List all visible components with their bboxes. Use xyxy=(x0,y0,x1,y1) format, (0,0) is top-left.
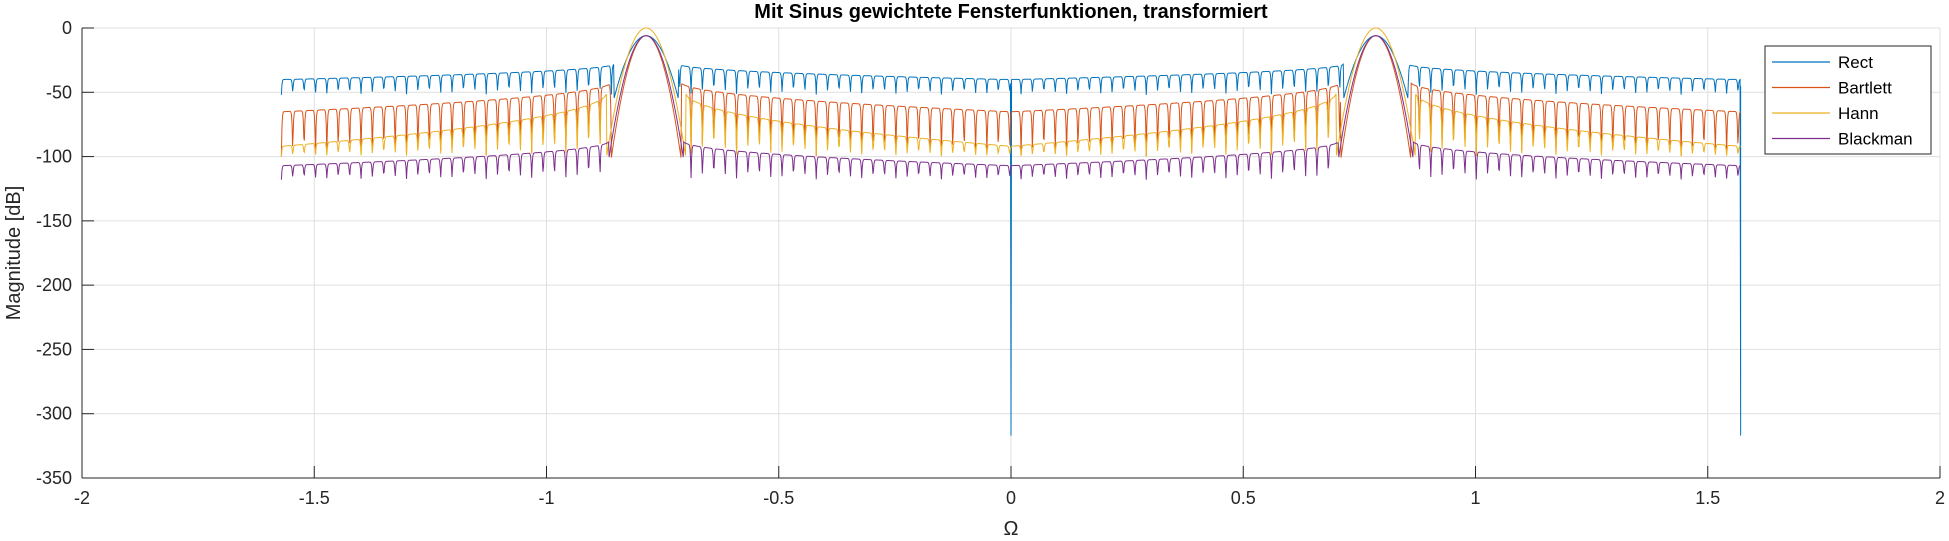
x-tick-label: 1.5 xyxy=(1695,488,1720,508)
series-line-blackman xyxy=(280,35,1741,180)
y-tick-label: -50 xyxy=(46,82,72,102)
x-tick-label: 0 xyxy=(1006,488,1016,508)
legend-box xyxy=(1764,45,1932,155)
y-tick-label: -250 xyxy=(36,339,72,359)
x-tick-label: 1 xyxy=(1470,488,1480,508)
y-tick-label: -350 xyxy=(36,468,72,488)
y-axis-label: Magnitude [dB] xyxy=(3,186,25,321)
legend: Rect Bartlett Hann Blackman xyxy=(1764,45,1932,155)
y-tick-label: -200 xyxy=(36,275,72,295)
series-layer xyxy=(280,27,1742,436)
x-tick-label: 2 xyxy=(1935,488,1945,508)
y-ticks: 0 -50 -100 -150 -200 -250 -300 -350 xyxy=(36,18,94,488)
chart-title: Mit Sinus gewichtete Fensterfunktionen, … xyxy=(754,1,1268,23)
series-line-rect xyxy=(280,35,1742,436)
x-tick-label: -1.5 xyxy=(299,488,330,508)
legend-label-blackman: Blackman xyxy=(1838,130,1913,149)
x-axis-label: Ω xyxy=(1004,518,1019,540)
x-ticks: -2 -1.5 -1 -0.5 0 0.5 1 1.5 2 xyxy=(74,466,1945,508)
series-line-hann xyxy=(280,27,1741,157)
legend-label-hann: Hann xyxy=(1838,104,1879,123)
x-tick-label: -2 xyxy=(74,488,90,508)
series-line-bartlett xyxy=(280,35,1741,158)
legend-label-bartlett: Bartlett xyxy=(1838,79,1892,98)
y-tick-label: -300 xyxy=(36,404,72,424)
y-tick-label: -100 xyxy=(36,147,72,167)
x-tick-label: -0.5 xyxy=(763,488,794,508)
y-tick-label: -150 xyxy=(36,211,72,231)
y-tick-label: 0 xyxy=(62,18,72,38)
x-tick-label: 0.5 xyxy=(1231,488,1256,508)
legend-label-rect: Rect xyxy=(1838,53,1873,72)
x-tick-label: -1 xyxy=(538,488,554,508)
